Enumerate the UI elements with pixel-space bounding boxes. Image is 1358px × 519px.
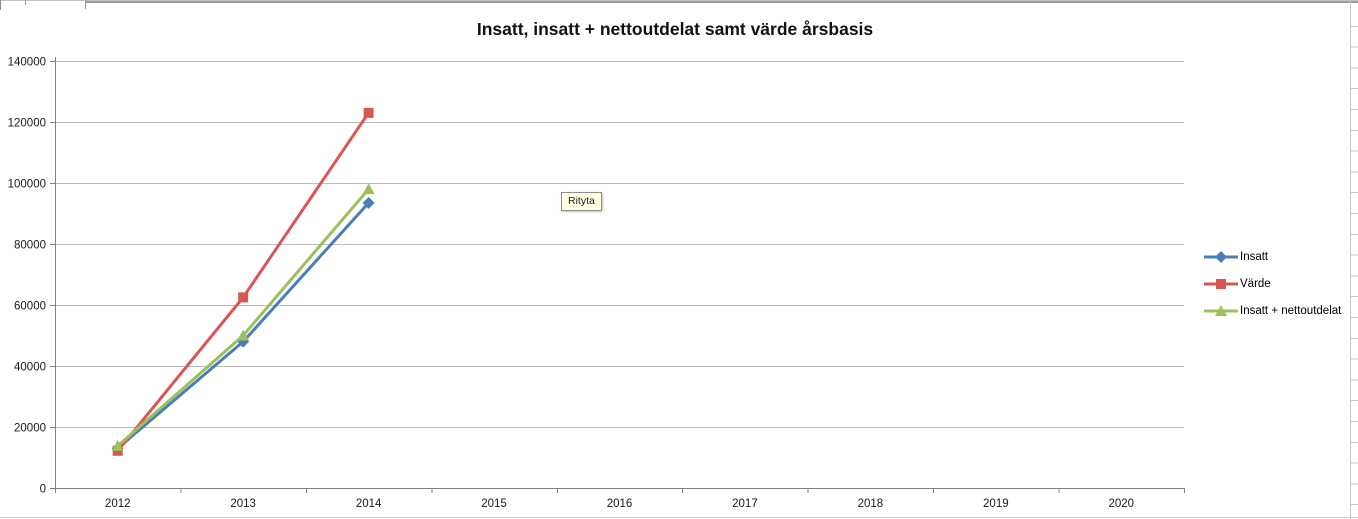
series-2[interactable]: [111, 183, 375, 451]
y-axis-labels: 0 20000 40000 60000 80000 100000 120000 140000: [8, 57, 46, 496]
series-1[interactable]: [112, 107, 374, 456]
legend-swatch-line-square-icon: [1204, 278, 1238, 289]
sheet-column-tick: [25, 0, 26, 5]
svg-text:2014: 2014: [356, 498, 382, 510]
legend-entry-insatt[interactable]: Insatt: [1204, 243, 1341, 270]
sheet-top-border: [0, 0, 1358, 1]
legend-entry-insatt-nettoutdelat[interactable]: Insatt + nettoutdelat: [1204, 297, 1341, 324]
svg-text:60000: 60000: [14, 301, 46, 313]
legend[interactable]: Insatt Värde Insatt + nettoutdelat: [1204, 243, 1341, 324]
sheet-column-border: [1350, 0, 1351, 519]
sheet-bottom-border: [0, 517, 1358, 518]
svg-text:2013: 2013: [230, 498, 256, 510]
svg-text:2018: 2018: [858, 498, 884, 510]
sheet-left-border: [0, 0, 1, 10]
sheet-column-tick: [85, 0, 86, 9]
legend-swatch-line-triangle-icon: [1204, 304, 1238, 316]
svg-text:2012: 2012: [105, 498, 131, 510]
svg-text:2019: 2019: [983, 498, 1009, 510]
legend-entry-varde[interactable]: Värde: [1204, 270, 1341, 297]
sheet-cell-top-border: [85, 1, 1358, 3]
chart-title[interactable]: Insatt, insatt + nettoutdelat samt värde…: [476, 19, 874, 39]
svg-text:2015: 2015: [481, 498, 507, 510]
svg-text:140000: 140000: [8, 57, 46, 69]
svg-text:40000: 40000: [14, 362, 46, 374]
svg-text:0: 0: [40, 484, 46, 496]
svg-text:2016: 2016: [607, 498, 633, 510]
tooltip-text: Rityta: [568, 195, 595, 207]
y-gridlines: [50, 61, 1184, 489]
svg-text:80000: 80000: [14, 240, 46, 252]
legend-label-insatt: Insatt: [1240, 250, 1269, 263]
svg-text:20000: 20000: [14, 423, 46, 435]
axes: [55, 57, 1185, 493]
plot-area-tooltip: Rityta: [561, 192, 602, 211]
sheet-row-gridlines: [1351, 6, 1358, 516]
legend-label-insatt-nettoutdelat: Insatt + nettoutdelat: [1240, 304, 1342, 317]
svg-text:2020: 2020: [1108, 498, 1134, 510]
x-axis-labels: 2012 2013 2014 2015 2016 2017 2018 2019 2020: [105, 498, 1134, 510]
svg-text:2017: 2017: [732, 498, 758, 510]
legend-swatch-line-diamond-icon: [1204, 250, 1238, 263]
legend-label-varde: Värde: [1240, 277, 1271, 290]
svg-text:100000: 100000: [8, 179, 46, 191]
svg-text:120000: 120000: [8, 118, 46, 130]
